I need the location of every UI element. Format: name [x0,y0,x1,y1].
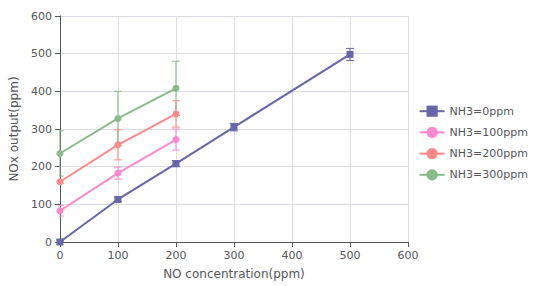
svg-text:600: 600 [31,10,52,23]
svg-text:200: 200 [165,249,186,262]
svg-text:600: 600 [398,249,419,262]
svg-text:0: 0 [56,249,63,262]
svg-text:NH3=200ppm: NH3=200ppm [450,147,528,160]
svg-text:300: 300 [31,123,52,136]
svg-text:NH3=300ppm: NH3=300ppm [450,168,528,181]
svg-text:NO concentration(ppm): NO concentration(ppm) [163,267,305,281]
svg-text:100: 100 [107,249,128,262]
svg-text:300: 300 [223,249,244,262]
svg-text:NH3=100ppm: NH3=100ppm [450,126,528,139]
svg-text:400: 400 [281,249,302,262]
svg-text:500: 500 [339,249,360,262]
svg-text:NOx output(ppm): NOx output(ppm) [7,76,21,181]
svg-text:100: 100 [31,198,52,211]
svg-text:400: 400 [31,85,52,98]
svg-text:500: 500 [31,47,52,60]
svg-text:NH3=0ppm: NH3=0ppm [450,105,514,118]
svg-text:0: 0 [45,236,52,249]
svg-text:200: 200 [31,160,52,173]
